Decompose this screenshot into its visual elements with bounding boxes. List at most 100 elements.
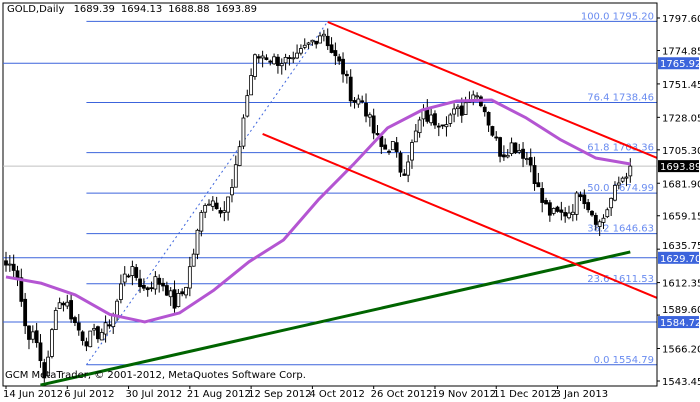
- plot-frame: [2, 2, 658, 387]
- candle-body: [578, 194, 583, 198]
- candle-body: [570, 211, 575, 216]
- candle-body: [65, 301, 70, 307]
- candle: [230, 179, 234, 203]
- candle: [306, 41, 311, 49]
- candle: [99, 328, 104, 341]
- fib-level-label: 38.2 1646.63: [587, 224, 654, 235]
- candle-body: [390, 141, 395, 151]
- candle: [410, 139, 414, 169]
- candle: [7, 255, 12, 272]
- candle-body: [490, 126, 495, 136]
- level-price-badge-bg: [658, 316, 699, 329]
- fib-level-label: 23.6 1611.53: [587, 274, 654, 285]
- candle-body: [149, 287, 154, 290]
- candle-body: [582, 194, 587, 205]
- candle: [590, 210, 594, 217]
- level-price-badge: 1629.70: [660, 254, 700, 265]
- candle-body: [299, 48, 303, 54]
- candle-body: [551, 207, 556, 214]
- candle: [620, 176, 625, 184]
- candle-body: [302, 44, 307, 48]
- candle: [222, 201, 227, 222]
- candle: [27, 325, 31, 350]
- level-price-badge: 1765.92: [660, 59, 700, 70]
- candle: [536, 172, 541, 188]
- candle-body: [475, 95, 479, 98]
- candle: [375, 125, 380, 136]
- y-tick-label: 1774.85: [662, 46, 700, 57]
- candle-body: [387, 150, 391, 153]
- candle-body: [356, 98, 361, 105]
- candle: [161, 278, 165, 292]
- candle-body: [524, 158, 529, 161]
- candle: [524, 152, 529, 165]
- candle: [318, 32, 322, 44]
- candle: [187, 256, 192, 297]
- candle-body: [34, 330, 39, 344]
- candle-body: [452, 108, 457, 115]
- candle: [498, 136, 502, 163]
- candle: [141, 278, 146, 291]
- candle-body: [61, 302, 66, 306]
- candle-body: [410, 142, 414, 161]
- candle: [53, 307, 58, 330]
- candle: [96, 325, 100, 343]
- candle-body: [555, 206, 560, 212]
- level-price-badge: 1584.72: [660, 318, 700, 329]
- candle: [540, 182, 545, 213]
- candle: [398, 150, 403, 177]
- candle: [256, 54, 261, 64]
- candle-body: [547, 202, 552, 216]
- candle: [367, 112, 372, 127]
- candle-body: [164, 285, 169, 296]
- candle-body: [360, 100, 365, 103]
- candle: [138, 269, 142, 293]
- y-tick-label: 1566.20: [662, 345, 700, 356]
- candle-body: [276, 56, 280, 66]
- candle: [559, 201, 564, 221]
- candle-body: [69, 300, 74, 320]
- candle: [207, 199, 211, 206]
- candle: [337, 53, 342, 65]
- candle: [253, 53, 257, 80]
- candle-body: [126, 275, 131, 278]
- candle-body: [195, 229, 200, 255]
- candle-body: [287, 57, 292, 59]
- candle-body: [371, 115, 376, 134]
- candle: [452, 103, 457, 123]
- candle: [394, 136, 399, 158]
- candle: [153, 271, 158, 295]
- trendline: [327, 21, 658, 159]
- candle-body: [563, 212, 568, 217]
- candle: [84, 337, 89, 352]
- candle: [387, 149, 391, 155]
- candle-body: [187, 266, 192, 289]
- candle-body: [325, 35, 330, 47]
- candle: [486, 111, 491, 132]
- candle-body: [459, 105, 464, 116]
- candle-body: [494, 136, 499, 139]
- candle: [440, 124, 445, 130]
- x-tick-label: 4 Oct 2012: [309, 389, 364, 400]
- candle-body: [245, 95, 250, 117]
- y-tick-label: 1659.15: [662, 212, 700, 223]
- level-price-badge-bg: [658, 57, 699, 70]
- candle-body: [597, 221, 602, 227]
- candle-body: [283, 56, 288, 64]
- candle-body: [122, 273, 127, 283]
- candle: [302, 38, 307, 50]
- candle: [494, 131, 499, 141]
- candle: [264, 54, 269, 61]
- candle-body: [233, 164, 238, 188]
- candle: [73, 315, 77, 327]
- candle: [195, 228, 200, 260]
- candle-body: [590, 210, 594, 216]
- candle-body: [417, 119, 422, 134]
- trendline: [262, 133, 658, 299]
- candle-body: [4, 260, 8, 266]
- candle: [597, 219, 602, 236]
- candle-body: [482, 106, 487, 113]
- candle-body: [230, 187, 234, 196]
- candle: [260, 50, 265, 68]
